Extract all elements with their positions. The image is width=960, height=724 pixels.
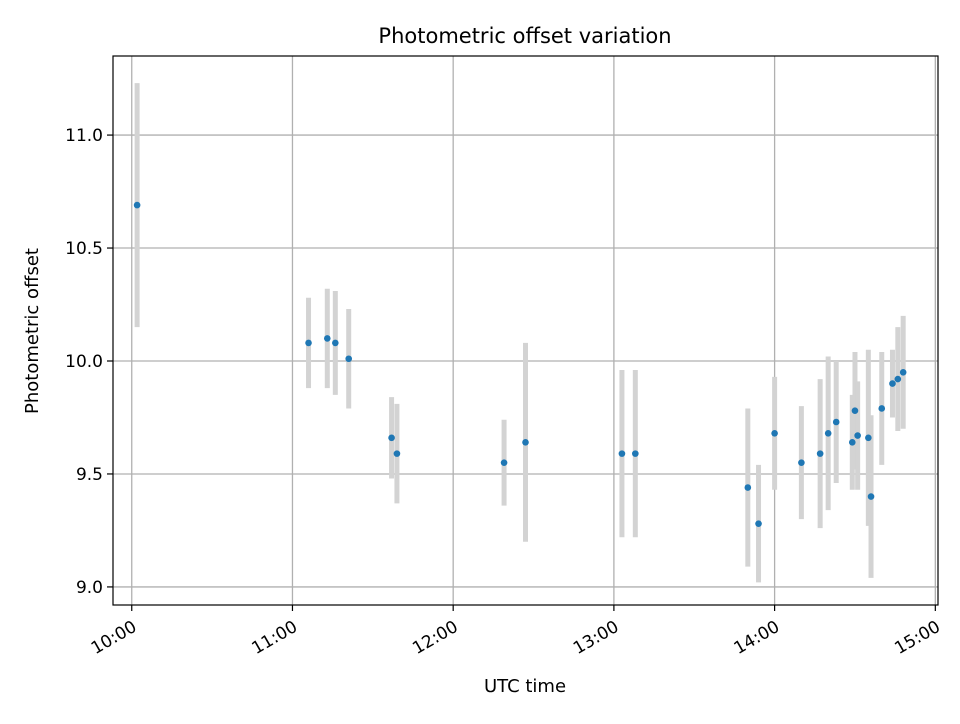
point-layer (133, 201, 907, 527)
y-tick-label: 11.0 (65, 126, 103, 146)
data-point (798, 459, 805, 466)
data-point (393, 450, 401, 457)
data-point (332, 339, 339, 347)
chart-title: Photometric offset variation (378, 24, 671, 48)
data-point (824, 429, 832, 437)
data-point (323, 335, 331, 342)
data-point (618, 450, 626, 457)
data-point (878, 405, 886, 412)
data-point (854, 432, 861, 439)
y-axis: 9.0 9.5 10.0 10.5 11.0 (65, 126, 113, 598)
data-point (889, 380, 896, 387)
data-point (500, 459, 508, 466)
data-point (522, 439, 529, 446)
data-point (744, 484, 752, 491)
data-point (771, 429, 778, 437)
data-point (133, 201, 141, 209)
y-tick-label: 10.5 (65, 239, 103, 259)
data-point (832, 418, 840, 426)
data-point (894, 375, 902, 383)
y-axis-label: Photometric offset (22, 248, 43, 414)
y-tick-label: 10.0 (65, 352, 103, 372)
data-point (867, 493, 875, 500)
data-point (345, 355, 353, 363)
data-point (755, 520, 762, 527)
plot-frame (112, 55, 939, 606)
data-point (388, 434, 395, 442)
data-point (851, 407, 859, 415)
x-axis-label: UTC time (484, 676, 566, 697)
data-point (632, 450, 639, 457)
data-point (865, 434, 872, 442)
data-point (816, 450, 824, 457)
y-tick-label: 9.0 (76, 578, 103, 598)
y-tick-label: 9.5 (76, 465, 103, 485)
data-point (305, 339, 312, 347)
data-point (899, 368, 907, 376)
data-point (848, 439, 856, 446)
